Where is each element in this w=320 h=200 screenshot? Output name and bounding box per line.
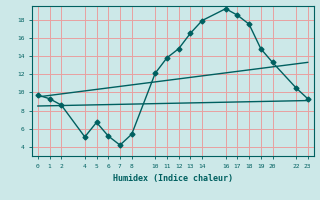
X-axis label: Humidex (Indice chaleur): Humidex (Indice chaleur) <box>113 174 233 183</box>
